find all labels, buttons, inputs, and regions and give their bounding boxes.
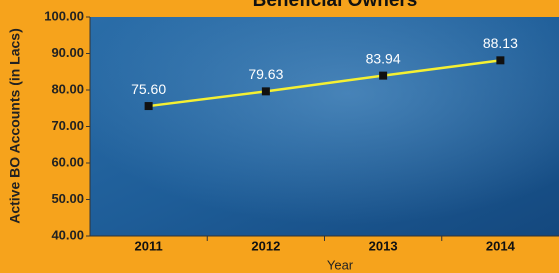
chart: Beneficial Owners Year Active BO Account…: [0, 0, 559, 273]
data-label: 83.94: [366, 50, 401, 66]
y-axis-label: Active BO Accounts (in Lacs): [7, 28, 23, 224]
x-tick-label: 2014: [486, 238, 516, 253]
data-label: 79.63: [248, 66, 283, 82]
chart-title: Beneficial Owners: [253, 0, 418, 11]
y-tick-label: 40.00: [51, 227, 84, 242]
y-tick-label: 100.00: [44, 8, 84, 23]
marker: [496, 56, 504, 64]
x-axis-label: Year: [327, 257, 354, 272]
y-tick-label: 60.00: [51, 154, 84, 169]
y-tick-label: 80.00: [51, 81, 84, 96]
data-label: 75.60: [131, 81, 166, 97]
y-tick-label: 70.00: [51, 118, 84, 133]
y-tick-label: 90.00: [51, 45, 84, 60]
y-tick-label: 50.00: [51, 191, 84, 206]
x-tick-label: 2011: [135, 238, 163, 253]
x-tick-label: 2013: [369, 238, 398, 253]
marker: [145, 102, 153, 110]
x-tick-label: 2012: [251, 238, 280, 253]
marker: [379, 72, 387, 80]
data-label: 88.13: [483, 35, 518, 51]
marker: [262, 87, 270, 95]
